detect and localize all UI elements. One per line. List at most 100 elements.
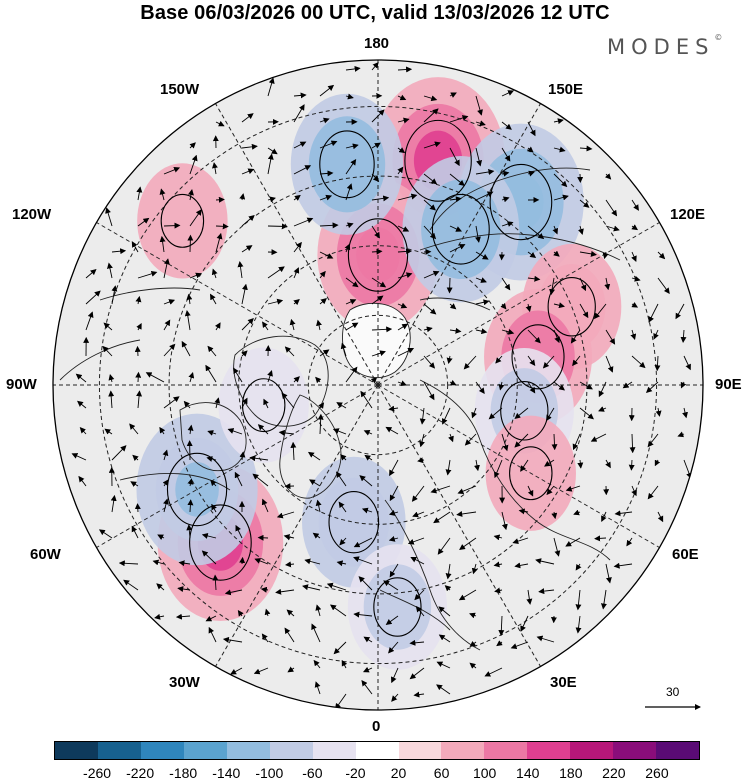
wind-arrow — [345, 366, 358, 383]
wind-arrow — [241, 168, 255, 175]
wind-arrow — [241, 143, 258, 150]
colorbar-tick-label: 260 — [645, 765, 669, 781]
wind-arrow — [565, 537, 581, 547]
wind-arrow — [553, 194, 569, 201]
wind-arrow — [353, 611, 373, 618]
wind-arrow — [527, 329, 541, 344]
wind-arrow — [359, 475, 373, 487]
wind-arrow — [278, 429, 295, 436]
circulation-contour — [347, 218, 409, 292]
wind-arrow — [233, 367, 243, 383]
wind-arrow — [189, 142, 196, 149]
wind-arrow — [283, 534, 295, 540]
wind-arrow — [103, 322, 113, 331]
wind-arrow — [371, 195, 390, 202]
wind-arrow — [423, 95, 438, 102]
wind-arrow — [212, 574, 219, 591]
wind-arrow — [249, 455, 269, 462]
wind-arrow — [448, 433, 454, 443]
colorbar-tick-label: 60 — [433, 765, 450, 781]
wind-arrow — [419, 433, 425, 448]
wind-arrow — [313, 659, 321, 669]
wind-arrow — [680, 329, 687, 343]
wind-arrow — [293, 376, 300, 383]
wind-arrow — [544, 459, 555, 467]
wind-arrow — [525, 303, 532, 313]
anomaly-contour — [363, 564, 432, 650]
wind-arrow — [469, 640, 477, 648]
wind-arrow — [345, 65, 361, 72]
wind-arrow — [682, 407, 688, 419]
brand-mark: © — [714, 33, 723, 42]
wind-arrow — [315, 604, 322, 617]
wind-arrow — [409, 639, 425, 646]
wind-arrow — [570, 329, 581, 344]
wind-arrow — [267, 147, 278, 155]
wind-arrow — [605, 563, 612, 584]
wind-arrow — [527, 146, 534, 153]
wind-arrow — [527, 225, 545, 240]
wind-arrow — [345, 93, 354, 100]
wind-arrow — [262, 321, 269, 331]
wind-arrow — [553, 118, 564, 125]
wind-arrow — [371, 225, 380, 239]
wind-arrow — [205, 364, 217, 383]
colorbar-swatch — [398, 742, 442, 759]
wind-arrow — [601, 511, 607, 523]
meridian-line — [377, 384, 660, 548]
wind-arrow — [654, 459, 661, 467]
wind-arrow — [446, 277, 453, 294]
wind-arrow — [293, 241, 302, 253]
wind-arrow — [340, 342, 347, 357]
wind-arrow — [605, 355, 614, 373]
wind-arrow — [397, 94, 407, 101]
wind-arrow — [598, 406, 607, 412]
wind-arrow — [527, 275, 541, 282]
wind-arrow — [363, 430, 373, 436]
wind-arrow — [602, 251, 609, 260]
wind-arrow — [361, 680, 373, 695]
circulation-contour — [511, 324, 565, 390]
wind-arrow — [162, 479, 169, 487]
wind-arrow — [263, 398, 269, 409]
wind-arrow — [631, 224, 639, 231]
wind-arrow — [449, 115, 469, 123]
colorbar-tick-label: 20 — [390, 765, 407, 781]
colorbar-tick-label: -20 — [345, 765, 366, 781]
wind-arrow — [475, 277, 487, 283]
wind-arrow — [241, 113, 254, 123]
wind-arrow — [159, 426, 166, 435]
wind-arrow — [390, 667, 399, 684]
wind-arrow — [309, 479, 321, 487]
wind-arrow — [464, 433, 477, 446]
wind-arrow — [493, 561, 503, 568]
wind-arrow — [397, 323, 409, 331]
wind-arrow — [648, 303, 659, 323]
wind-arrow — [371, 142, 381, 149]
wind-arrow — [388, 536, 399, 542]
circulation-contour — [160, 193, 205, 248]
wind-arrow — [214, 322, 221, 331]
colorbar-tick-label: -220 — [126, 765, 155, 781]
lon-label-30w: 30W — [169, 674, 200, 691]
lon-label-60e: 60E — [672, 546, 699, 563]
wind-arrow — [579, 250, 597, 257]
wind-arrow — [260, 586, 269, 593]
wind-arrow — [423, 199, 436, 211]
wind-arrow — [604, 173, 612, 180]
wind-arrow — [152, 559, 165, 566]
wind-arrow — [500, 302, 507, 310]
wind-arrow — [527, 170, 535, 177]
anomaly-contour — [218, 347, 309, 463]
wind-arrow — [605, 459, 611, 469]
wind-arrow — [475, 147, 483, 167]
meridian-line — [96, 384, 379, 548]
wind-arrow — [527, 355, 536, 367]
wind-arrow — [286, 609, 295, 617]
wind-arrow — [518, 508, 529, 515]
wind-arrow — [293, 217, 314, 227]
wind-arrow — [241, 283, 248, 305]
wind-arrow — [136, 390, 143, 409]
wind-arrow — [186, 293, 193, 305]
